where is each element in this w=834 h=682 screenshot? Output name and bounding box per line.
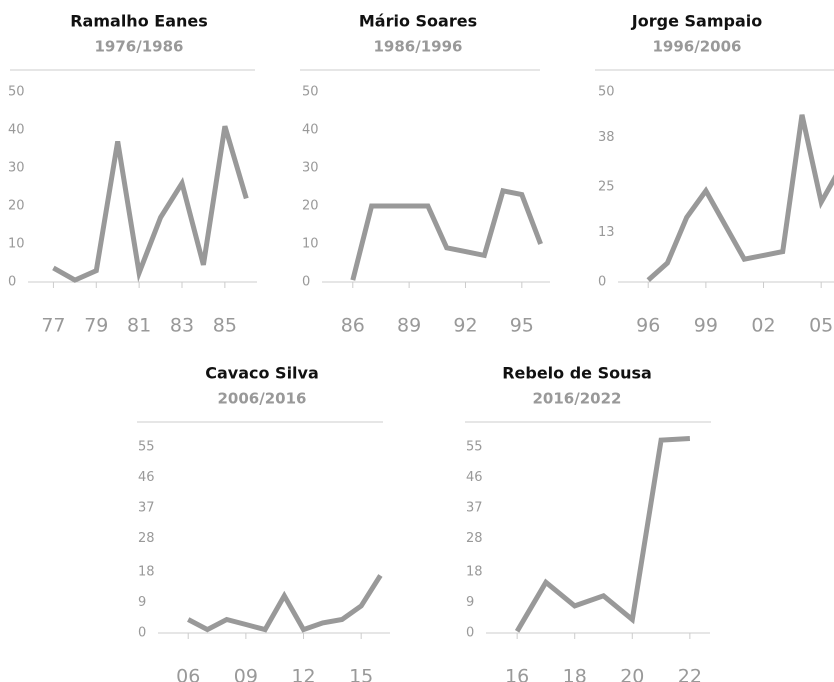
x-tick-label: 06 [176,666,200,682]
x-tick-label: 83 [170,315,194,337]
y-tick-label: 50 [302,85,319,100]
y-tick-label: 10 [302,237,319,252]
y-tick-label: 0 [138,626,146,641]
y-tick-label: 30 [8,161,25,176]
y-tick-label: 13 [598,225,615,240]
y-tick-label: 28 [466,531,483,546]
chart-title: Cavaco Silva [205,364,319,383]
x-tick-label: 85 [213,315,237,337]
x-tick-label: 92 [453,315,477,337]
x-tick-label: 89 [397,315,421,337]
x-tick-label: 79 [84,315,108,337]
y-tick-label: 38 [598,130,615,145]
x-tick-label: 02 [751,315,775,337]
x-tick-label: 81 [127,315,151,337]
y-tick-label: 20 [8,199,25,214]
chart-title: Jorge Sampaio [631,12,762,31]
y-tick-label: 40 [302,123,319,138]
data-line [350,187,543,281]
y-tick-label: 0 [8,275,16,290]
chart-subtitle: 2016/2022 [533,390,622,408]
chart-subtitle: 1996/2006 [653,38,742,56]
chart-subtitle: 1986/1996 [374,38,463,56]
y-tick-label: 37 [466,500,483,515]
y-tick-label: 10 [8,237,25,252]
chart-subtitle: 2006/2016 [218,390,307,408]
y-tick-label: 28 [138,531,155,546]
y-tick-label: 9 [466,595,474,610]
y-tick-label: 30 [302,161,319,176]
x-tick-label: 05 [809,315,833,337]
y-tick-label: 18 [138,565,155,580]
y-tick-label: 9 [138,595,146,610]
y-tick-label: 0 [302,275,310,290]
y-tick-label: 37 [138,500,155,515]
y-tick-label: 20 [302,199,319,214]
x-tick-label: 95 [510,315,534,337]
chart-title: Ramalho Eanes [70,12,208,31]
x-tick-label: 16 [505,666,529,682]
y-tick-label: 50 [8,85,25,100]
y-tick-label: 0 [598,275,606,290]
data-line [514,436,691,633]
y-tick-label: 25 [598,180,615,195]
x-tick-label: 20 [620,666,644,682]
chart-title: Rebelo de Sousa [502,364,652,383]
chart-title: Mário Soares [359,12,477,31]
y-tick-label: 55 [138,439,155,454]
data-line [52,125,249,283]
x-tick-label: 12 [291,666,315,682]
y-tick-label: 40 [8,123,25,138]
x-tick-label: 22 [678,666,702,682]
y-tick-label: 0 [466,626,474,641]
data-line [646,114,834,282]
y-tick-label: 46 [138,470,155,485]
y-tick-label: 50 [598,85,615,100]
x-tick-label: 09 [234,666,258,682]
x-tick-label: 77 [41,315,65,337]
x-tick-label: 18 [563,666,587,682]
y-tick-label: 18 [466,565,483,580]
y-tick-label: 55 [466,439,483,454]
x-tick-label: 99 [694,315,718,337]
x-tick-label: 86 [341,315,365,337]
data-line [187,574,383,633]
x-tick-label: 96 [636,315,660,337]
chart-subtitle: 1976/1986 [95,38,184,56]
x-tick-label: 15 [349,666,373,682]
y-tick-label: 46 [466,470,483,485]
